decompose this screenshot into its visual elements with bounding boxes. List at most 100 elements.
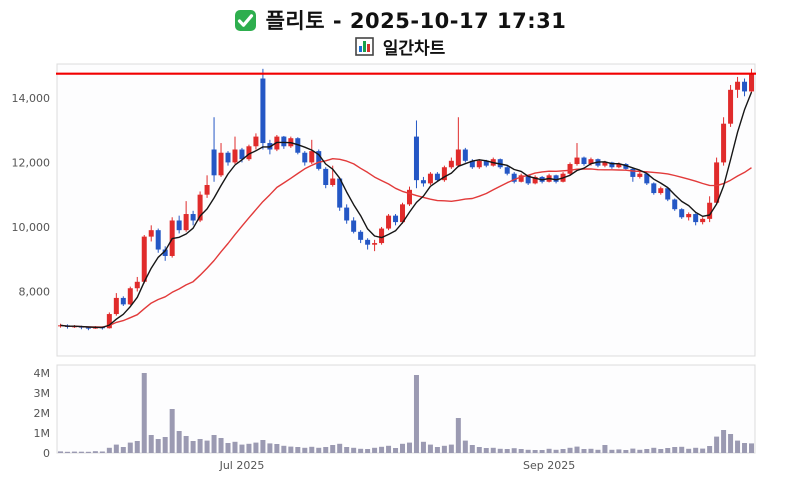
candle-body — [714, 162, 720, 203]
volume-bar — [393, 448, 399, 453]
volume-bar — [679, 446, 685, 453]
volume-y-tick-label: 1M — [34, 427, 51, 440]
candle-body — [413, 136, 419, 181]
candle-body — [742, 81, 748, 92]
volume-bar — [302, 447, 308, 453]
candle-body — [581, 157, 587, 165]
volume-bar — [148, 435, 154, 453]
volume-bar — [330, 445, 336, 453]
volume-bar — [658, 449, 664, 453]
candle-body — [728, 89, 734, 124]
candle-body — [553, 175, 559, 182]
candle-body — [379, 228, 385, 244]
volume-bar — [525, 449, 531, 453]
chart-subtitle: 일간차트 — [382, 39, 446, 59]
candle-body — [358, 231, 364, 240]
volume-bar — [113, 444, 119, 453]
volume-bar — [420, 441, 426, 453]
candle-body — [120, 297, 126, 305]
volume-bar — [693, 447, 699, 453]
bar-chart-icon — [354, 37, 374, 56]
ma-short-line — [60, 91, 753, 329]
price-panel — [56, 63, 756, 357]
volume-bar — [707, 446, 713, 453]
candle-body — [469, 160, 475, 168]
candle-body — [106, 314, 112, 329]
volume-bar — [427, 444, 433, 453]
candle-body — [630, 168, 636, 177]
candle-body — [665, 188, 671, 200]
volume-bar — [127, 442, 133, 453]
volume-bar — [190, 441, 196, 453]
candle-body — [253, 136, 259, 147]
candle-body — [749, 73, 755, 92]
x-tick-label: Sep 2025 — [523, 459, 575, 472]
candle-body — [679, 209, 685, 218]
volume-bar — [714, 436, 720, 453]
volume-bar — [609, 449, 615, 453]
volume-bar — [155, 439, 161, 453]
volume-bar — [78, 451, 84, 453]
candle-body — [623, 164, 629, 169]
candle-body — [532, 176, 538, 184]
volume-bar — [379, 446, 385, 453]
volume-bar — [267, 443, 273, 453]
candle-body — [351, 220, 357, 232]
page-title-row: 플리토 - 2025-10-17 17:31 — [0, 0, 800, 35]
candles — [57, 68, 755, 331]
candle-body — [497, 159, 503, 168]
price-y-tick-label: 14,000 — [12, 92, 51, 105]
volume-bar — [288, 446, 294, 453]
volume-bar — [686, 448, 692, 453]
candle-body — [218, 152, 224, 176]
volume-y-tick-label: 2M — [34, 407, 51, 420]
candle-body — [141, 236, 147, 282]
volume-y-tick-label: 3M — [34, 387, 51, 400]
candle-body — [211, 149, 217, 176]
candle-body — [504, 167, 510, 174]
candle-body — [113, 297, 119, 315]
volume-bar — [71, 451, 77, 453]
candle-body — [609, 162, 615, 168]
volume-bar — [169, 409, 175, 453]
volume-bar — [281, 445, 287, 453]
volume-bar — [616, 449, 622, 453]
candle-body — [616, 164, 622, 168]
volume-bar — [448, 444, 454, 453]
volume-bars — [57, 373, 755, 453]
volume-bar — [602, 445, 608, 453]
candle-body — [400, 204, 406, 223]
volume-bar — [651, 447, 657, 453]
volume-bar — [497, 448, 503, 453]
candle-body — [393, 215, 399, 223]
candle-body — [232, 149, 238, 163]
candle-body — [511, 173, 517, 182]
volume-bar — [539, 450, 545, 453]
candle-body — [246, 146, 252, 160]
volume-bar — [742, 443, 748, 453]
candle-body — [574, 157, 580, 165]
candle-body — [386, 215, 392, 229]
volume-bar — [644, 449, 650, 453]
volume-bar — [211, 435, 217, 453]
candle-body — [85, 327, 91, 329]
candle-body — [672, 199, 678, 210]
candle-body — [420, 180, 426, 184]
volume-bar — [532, 450, 538, 453]
volume-bar — [749, 443, 755, 453]
volume-bar — [462, 440, 468, 453]
volume-bar — [595, 449, 601, 453]
candle-body — [323, 168, 329, 185]
volume-bar — [309, 446, 315, 453]
candle-body — [372, 243, 378, 245]
candle-body — [155, 230, 161, 250]
candle-body — [337, 178, 343, 208]
candle-body — [330, 178, 336, 185]
candle-body — [162, 249, 168, 256]
volume-bar — [225, 443, 231, 453]
candle-body — [700, 218, 706, 223]
candle-body — [441, 167, 447, 181]
volume-bar — [274, 444, 280, 453]
candle-body — [427, 173, 433, 184]
candle-body — [260, 78, 266, 144]
